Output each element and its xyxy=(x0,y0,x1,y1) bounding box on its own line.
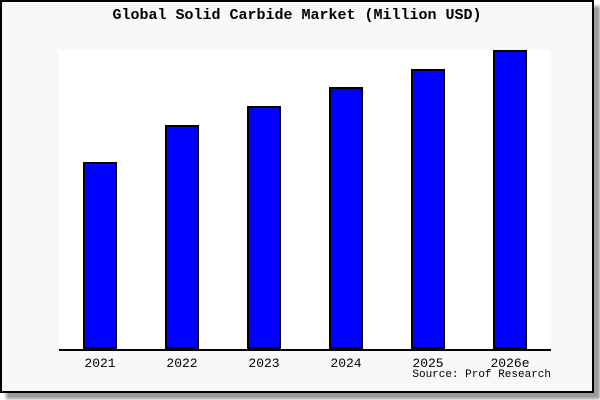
x-tick-label-2026e: 2026e xyxy=(490,356,530,371)
x-tick-label-2021: 2021 xyxy=(84,356,116,371)
x-axis-labels: 2021 2022 2023 2024 2025 2026e xyxy=(59,356,551,372)
chart-title: Global Solid Carbide Market (Million USD… xyxy=(112,7,482,24)
x-tick-label-2025: 2025 xyxy=(412,356,444,371)
chart-figure: Global Solid Carbide Market (Million USD… xyxy=(0,0,594,393)
bar-2022 xyxy=(165,125,199,349)
bar-2024 xyxy=(329,87,363,349)
bar-2021 xyxy=(83,162,117,349)
x-tick-label-2023: 2023 xyxy=(248,356,280,371)
bar-2025 xyxy=(411,69,445,349)
x-tick-label-2024: 2024 xyxy=(330,356,362,371)
source-credit: Source: Prof Research xyxy=(412,369,551,381)
plot-area xyxy=(59,50,551,351)
bar-2026e xyxy=(493,50,527,349)
bar-2023 xyxy=(247,106,281,349)
x-tick-label-2022: 2022 xyxy=(166,356,198,371)
